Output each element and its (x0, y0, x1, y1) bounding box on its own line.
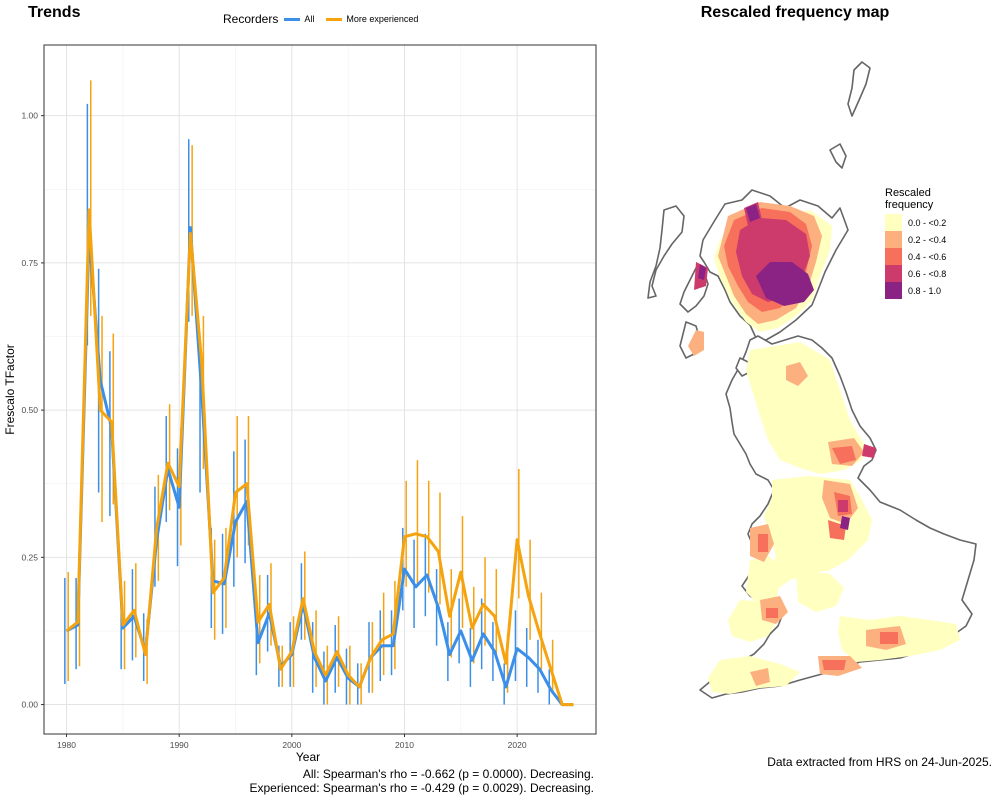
map-legend-item-1: 0.0 - <0.2 (885, 214, 946, 231)
stats-experienced: Experienced: Spearman's rho = -0.429 (p … (249, 781, 595, 795)
trend-chart: 0.00 0.25 0.50 0.75 1.00 1980 1990 2000 2010 2020… (3, 44, 597, 764)
legend-label-experienced: More experienced (346, 14, 419, 24)
y-tick-label: 0.50 (21, 405, 38, 415)
y-axis-label: Frescalo TFactor (3, 344, 17, 434)
map-legend-label: 0.2 - <0.4 (908, 234, 947, 245)
frequency-shading (688, 202, 960, 694)
series-line-experienced (65, 208, 574, 707)
x-tick-label: 2000 (282, 740, 301, 750)
map-legend-key (885, 265, 902, 282)
legend-swatch-experienced (326, 17, 343, 21)
map-legend-item-5: 0.8 - 1.0 (885, 282, 946, 299)
legend-title: Recorders (223, 12, 279, 26)
chart-legend: Recorders All More experienced (223, 12, 418, 26)
trends-title: Trends (28, 4, 81, 21)
map-title: Rescaled frequency map (700, 4, 890, 21)
stats-all: All: Spearman's rho = -0.662 (p = 0.0000… (302, 767, 594, 781)
map-legend-label: 0.0 - <0.2 (908, 217, 947, 228)
x-axis-label: Year (296, 750, 320, 764)
y-tick-label: 0.75 (21, 258, 38, 268)
spearman-stats: All: Spearman's rho = -0.662 (p = 0.0000… (250, 767, 595, 795)
map-legend: Rescaled frequency 0.0 - <0.2 0.2 - <0.4… (885, 187, 946, 299)
y-tick-label: 0.00 (21, 700, 38, 710)
map-legend-label: 0.6 - <0.8 (908, 268, 947, 279)
legend-label-all: All (304, 14, 315, 24)
map-legend-title: Rescaled frequency (885, 187, 946, 211)
map-legend-key (885, 282, 902, 299)
shade-band-0.8-1.0 (698, 204, 850, 530)
plot-border (43, 44, 597, 735)
data-source-caption: Data extracted from HRS on 24-Jun-2025. (767, 755, 992, 769)
y-tick-label: 0.25 (21, 552, 38, 562)
legend-swatch-all (284, 17, 301, 21)
map-legend-key (885, 231, 902, 248)
x-tick-label: 2020 (508, 740, 527, 750)
y-tick-label: 1.00 (21, 111, 38, 121)
x-tick-label: 1990 (170, 740, 189, 750)
map-legend-title-line-2: frequency (885, 199, 934, 211)
x-tick-label: 1980 (57, 740, 76, 750)
x-tick-label: 2010 (395, 740, 414, 750)
frequency-map (647, 61, 977, 699)
map-legend-label: 0.8 - 1.0 (908, 285, 942, 296)
map-legend-item-4: 0.6 - <0.8 (885, 265, 946, 282)
map-legend-key (885, 214, 902, 231)
map-legend-key (885, 248, 902, 265)
map-legend-label: 0.4 - <0.6 (908, 251, 947, 262)
map-legend-title-line-1: Rescaled (885, 187, 931, 199)
map-legend-item-2: 0.2 - <0.4 (885, 231, 946, 248)
map-legend-item-3: 0.4 - <0.6 (885, 248, 946, 265)
